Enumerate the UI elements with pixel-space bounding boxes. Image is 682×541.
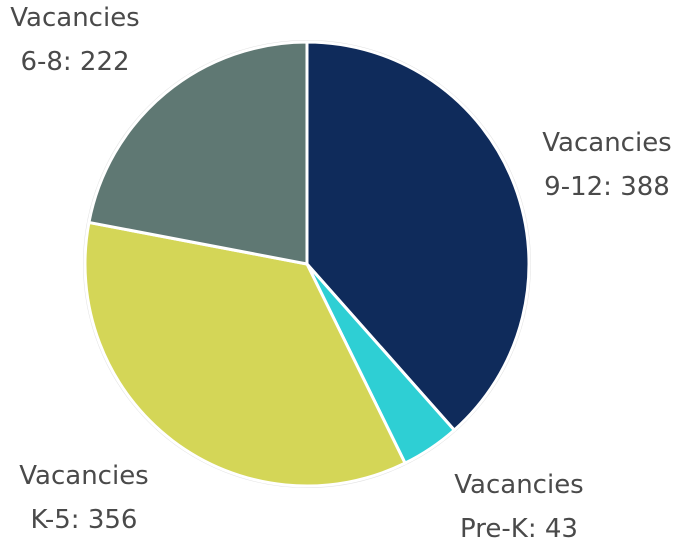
slice-label: Vacancies 6-8: 222: [10, 3, 139, 77]
pie-slice: [87, 40, 309, 266]
slice-label: Vacancies Pre-K: 43: [454, 470, 583, 541]
slice-label: Vacancies K-5: 356: [19, 461, 148, 535]
pie-slice: [305, 40, 531, 433]
slice-label: Vacancies 9-12: 388: [542, 128, 671, 202]
pie-slice: [83, 220, 408, 488]
